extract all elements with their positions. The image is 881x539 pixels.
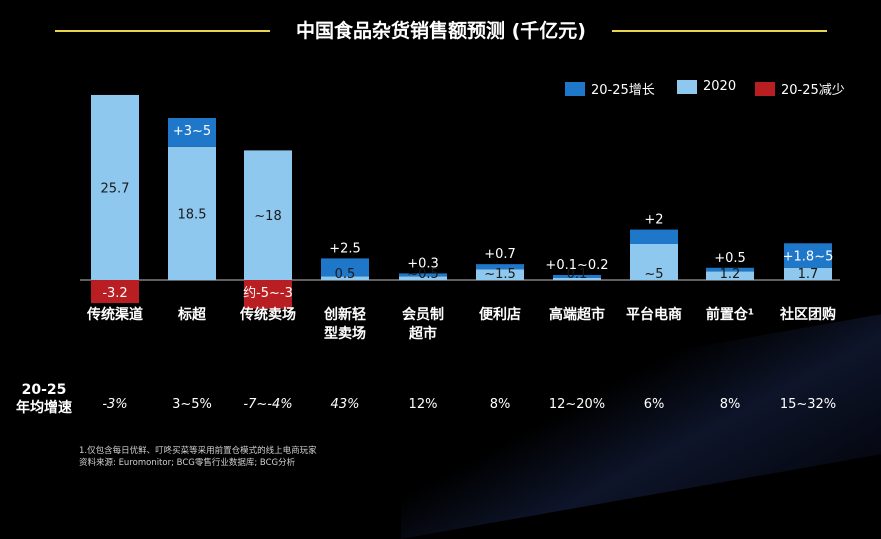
footnote: 1.仅包含每日优鲜、叮咚买菜等采用前置仓模式的线上电商玩家 资料来源: Euro… <box>79 445 317 469</box>
data-label-2020: 25.7 <box>101 181 130 196</box>
data-label-2020: 1.2 <box>720 267 741 282</box>
data-label-growth: +3~5 <box>173 124 211 139</box>
growth-rate-value: 12~20% <box>548 397 606 412</box>
growth-rate-value: 3~5% <box>172 397 212 412</box>
category-label: 传统卖场 <box>240 307 296 323</box>
category-label: 平台电商 <box>626 307 682 323</box>
bar-growth <box>399 273 447 277</box>
bar-2020 <box>630 244 678 280</box>
bar-growth <box>168 118 216 147</box>
data-label-growth: +0.5 <box>714 251 746 266</box>
data-label-growth: +1.8~5 <box>783 249 834 264</box>
data-label-2020: 0.1 <box>567 267 588 282</box>
chart-title: 中国食品杂货销售额预测 (千亿元) <box>296 20 586 42</box>
legend-swatch-2020 <box>677 79 697 94</box>
data-label-2020: ~1.5 <box>484 267 516 282</box>
data-label-2020: 0.5 <box>335 267 356 282</box>
growth-rate-value: -7~-4% <box>243 397 293 412</box>
growth-rate-value: 12% <box>408 397 438 412</box>
category-label: 高端超市 <box>549 307 605 323</box>
page: 中国食品杂货销售额预测 (千亿元) 20-25增长 2020 20-25减少 2… <box>0 16 881 539</box>
growth-rate-value: 8% <box>489 397 511 412</box>
data-label-growth: +0.7 <box>484 247 516 262</box>
legend-label-2020: 2020 <box>703 79 737 94</box>
category-label: 社区团购 <box>780 307 836 323</box>
growth-rate-value: 43% <box>330 397 360 412</box>
title-rule-left <box>55 30 270 32</box>
bar-growth <box>321 258 369 277</box>
data-label-2020: 18.5 <box>178 207 207 222</box>
growth-rate-value: 6% <box>643 397 665 412</box>
data-label-2020: ~0.5 <box>407 267 439 282</box>
bar-decline <box>91 280 139 304</box>
bar-2020 <box>91 94 139 281</box>
data-label-decline: 约-5~-3 <box>243 286 293 301</box>
footnote-line-2: 资料来源: Euromonitor; BCG零售行业数据库; BCG分析 <box>79 458 296 468</box>
growth-rate-value: 15~32% <box>779 397 837 412</box>
bar-growth <box>630 229 678 244</box>
bar-2020 <box>706 271 754 280</box>
data-label-2020: 1.7 <box>798 267 819 282</box>
bar-2020 <box>553 278 601 280</box>
category-label: 创新轻 型卖场 <box>324 307 366 342</box>
legend-swatch-growth <box>565 81 585 96</box>
bar-growth <box>706 267 754 272</box>
data-label-2020: ~18 <box>254 209 281 224</box>
growth-rate-value: 8% <box>719 397 741 412</box>
data-label-growth: +0.3 <box>407 256 439 271</box>
category-label: 前置仓¹ <box>705 307 755 323</box>
legend-item-decline: 20-25减少 <box>755 79 845 98</box>
footnote-line-1: 1.仅包含每日优鲜、叮咚买菜等采用前置仓模式的线上电商玩家 <box>79 446 317 456</box>
bar-2020 <box>784 267 832 280</box>
bar-2020 <box>321 276 369 280</box>
legend-label-growth: 20-25增长 <box>591 83 655 98</box>
data-label-growth: +2 <box>644 213 663 228</box>
data-label-decline: -3.2 <box>102 286 127 301</box>
data-label-growth: +2.5 <box>329 241 361 256</box>
legend-swatch-decline <box>755 81 775 96</box>
legend-label-decline: 20-25减少 <box>781 83 845 98</box>
data-label-2020: ~5 <box>644 267 663 282</box>
category-label: 会员制 超市 <box>402 307 444 342</box>
bar-growth <box>476 264 524 270</box>
bar-2020 <box>168 146 216 280</box>
growth-rate-value: -3% <box>102 397 128 412</box>
bar-growth <box>553 275 601 278</box>
bar-2020 <box>399 276 447 280</box>
bar-chart: 25.7 -3.2 18.5 +3~5 ~18 约-5~-3 0.5 +2.5 ~0.5+0.3… <box>80 94 840 309</box>
bar-growth <box>784 243 832 268</box>
data-label-growth: +0.1~0.2 <box>545 258 608 273</box>
bar-2020 <box>244 150 292 280</box>
category-label: 便利店 <box>479 307 521 323</box>
category-label: 标超 <box>178 307 206 323</box>
growth-rate-header: 20-25 年均增速 <box>16 382 72 416</box>
legend-item-2020: 2020 <box>677 79 736 94</box>
bar-decline <box>244 280 292 309</box>
bar-2020 <box>476 269 524 280</box>
legend-item-growth: 20-25增长 <box>565 79 655 98</box>
title-rule-right <box>612 30 827 32</box>
title-bar: 中国食品杂货销售额预测 (千亿元) <box>0 16 881 46</box>
category-label: 传统渠道 <box>87 307 143 323</box>
